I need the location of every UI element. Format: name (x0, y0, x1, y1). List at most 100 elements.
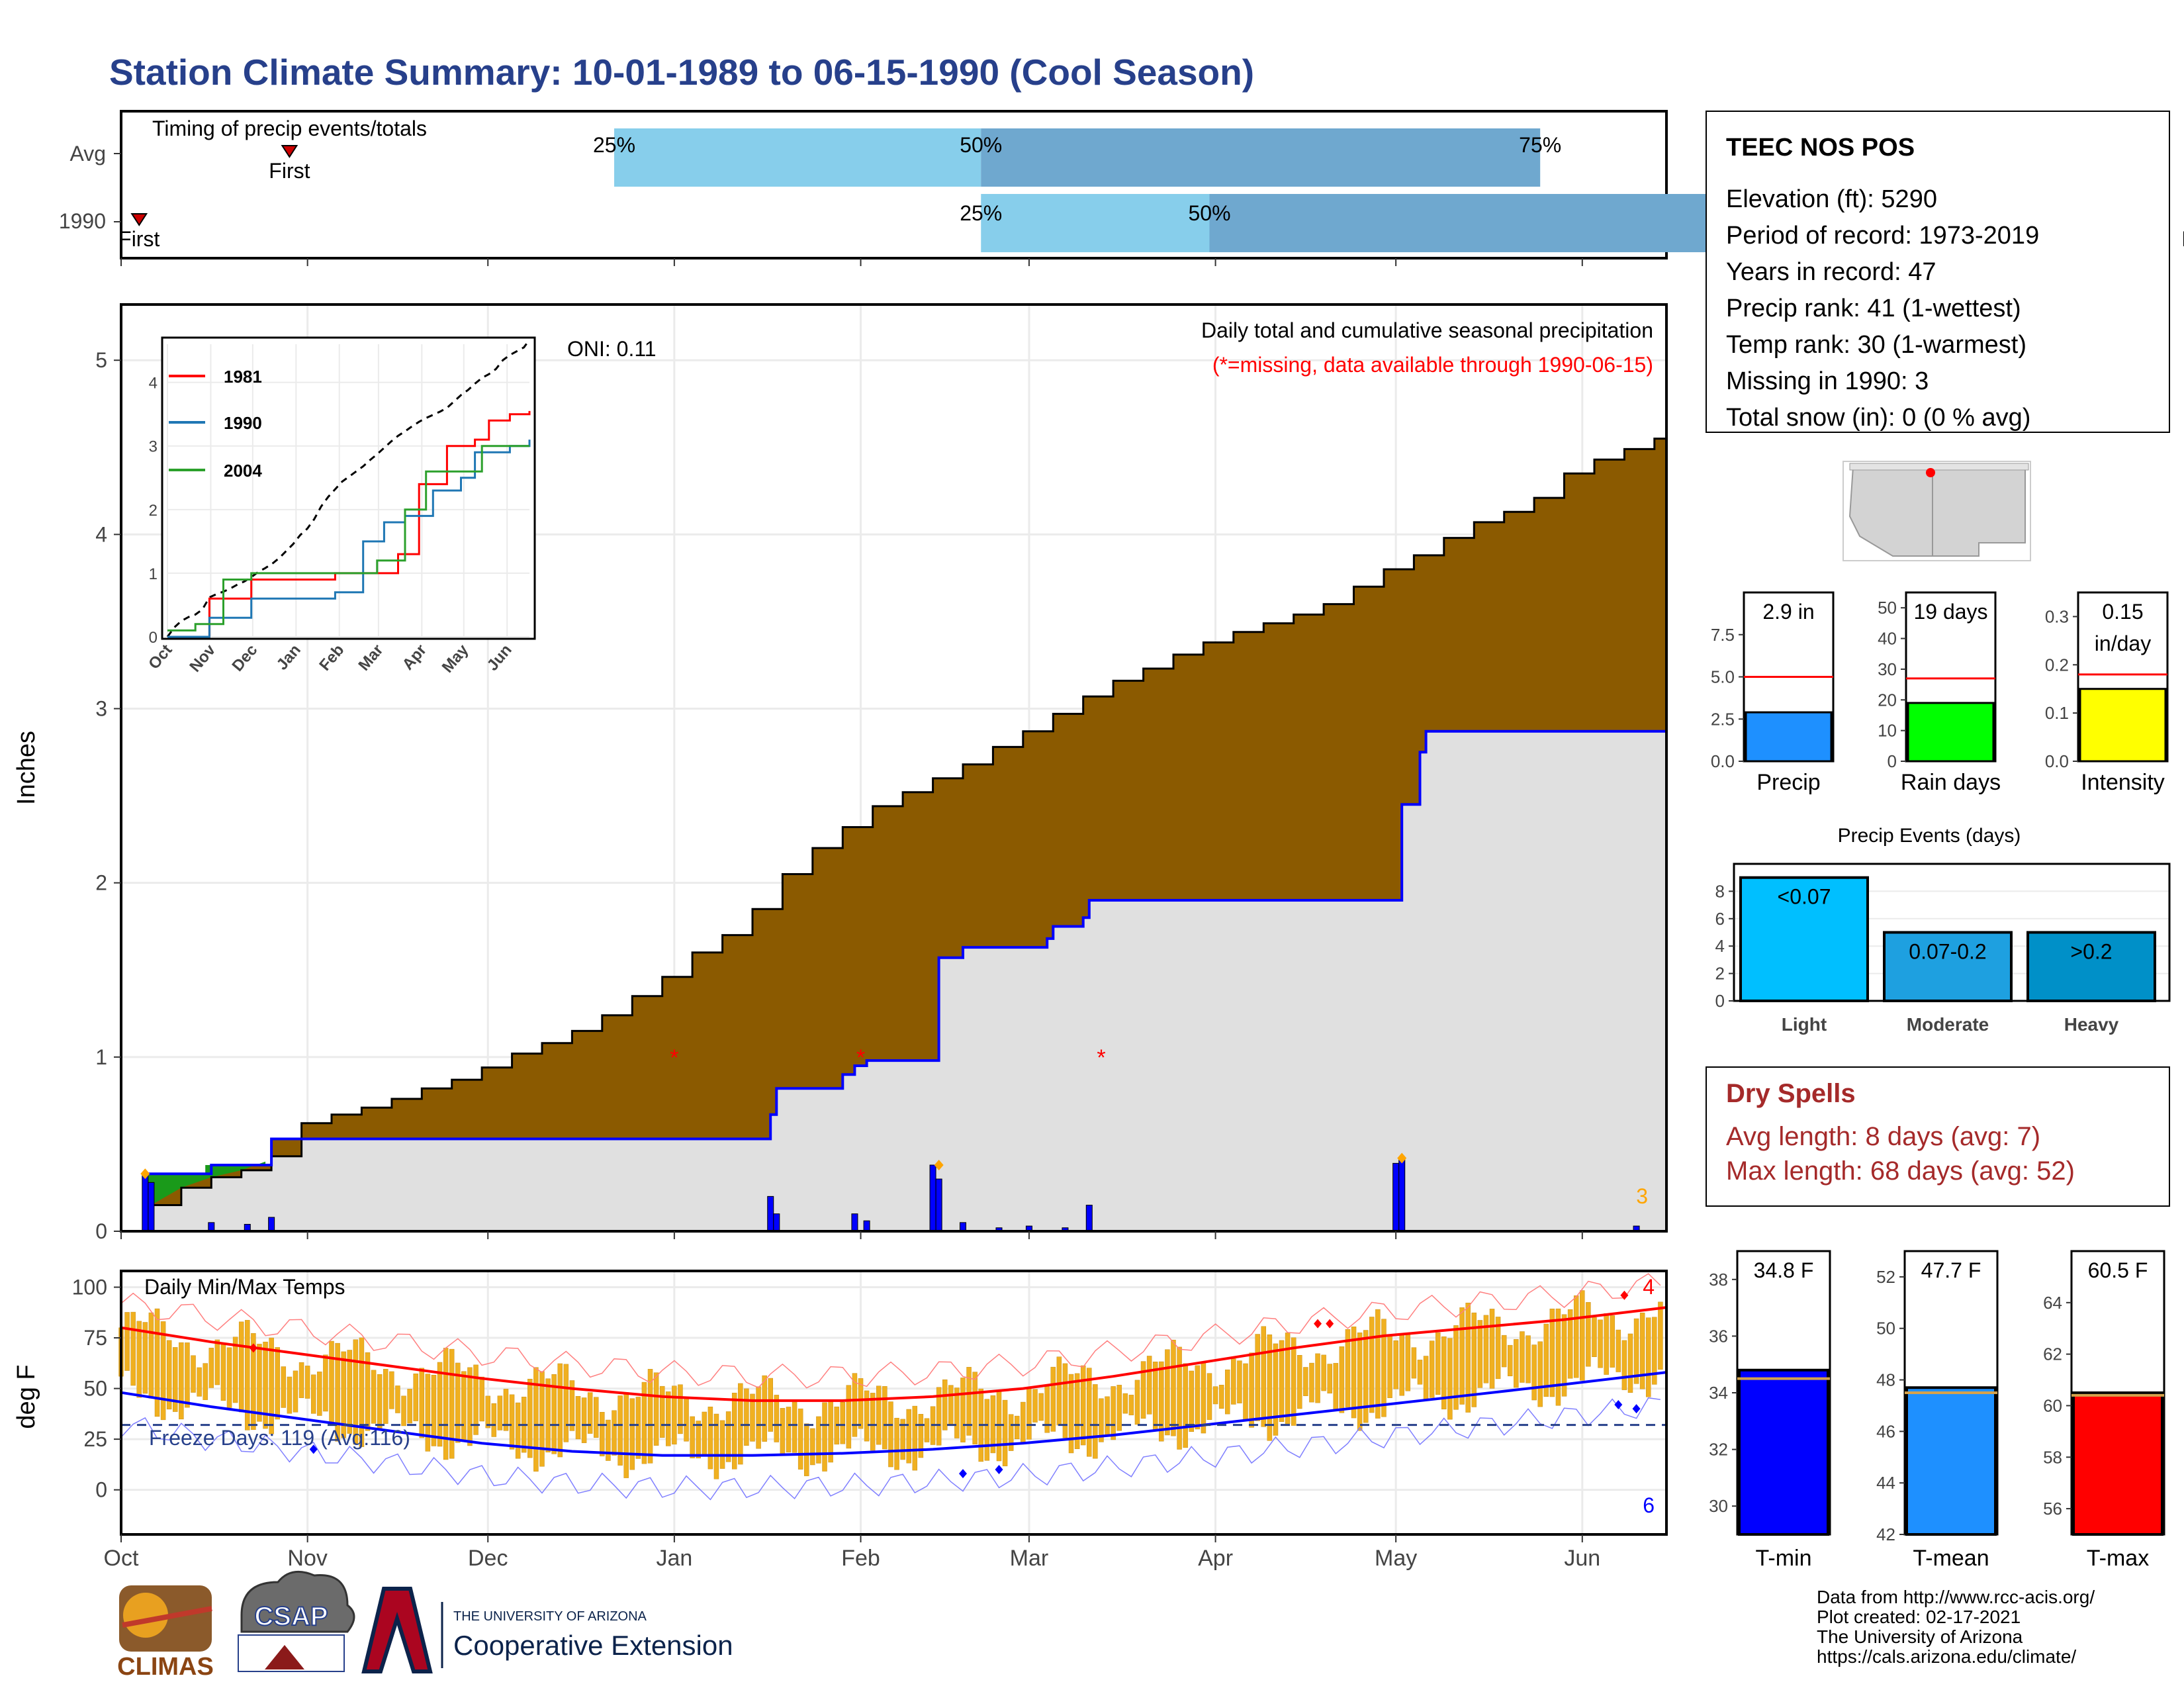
daily-precip-bar (1398, 1157, 1406, 1232)
daily-temp-bar (1627, 1333, 1633, 1393)
daily-temp-bar (569, 1380, 575, 1431)
daily-temp-bar (1363, 1330, 1369, 1423)
daily-temp-bar (407, 1389, 412, 1424)
temp-summary-bar-t-max (2072, 1391, 2163, 1536)
daily-temp-bar (1122, 1393, 1128, 1414)
daily-temp-bar (130, 1311, 136, 1386)
daily-temp-bar (1080, 1365, 1086, 1446)
daily-temp-bar (1351, 1327, 1357, 1419)
daily-temp-bar (1586, 1302, 1591, 1367)
daily-temp-bar (220, 1344, 226, 1401)
temp-summary-charts: 30 32 34 36 38 34.8 F T-min 42 44 46 48 50 52 47.7 F T… (1709, 1250, 2165, 1571)
summary-category-label: Precip (1756, 770, 1820, 795)
event-bar-label: <0.07 (1778, 885, 1831, 909)
footer-line-3: The University of Arizona (1817, 1626, 2023, 1647)
daily-temp-bar (371, 1370, 377, 1424)
daily-temp-bar (1327, 1364, 1332, 1394)
max-precip-marker (1397, 1152, 1407, 1164)
daily-temp-bar (1309, 1362, 1314, 1403)
daily-temp-bar (226, 1347, 232, 1408)
daily-temp-bar (497, 1395, 503, 1430)
daily-temp-bar (635, 1397, 641, 1459)
daily-temp-bar (185, 1342, 190, 1408)
daily-temp-bar (864, 1390, 870, 1442)
temp-summary-category-label: T-mean (1913, 1546, 1989, 1571)
daily-temp-bar (1243, 1363, 1248, 1421)
temp-summary-y-tick-label: 38 (1709, 1270, 1728, 1289)
daily-temp-bar (323, 1354, 328, 1412)
temp-y-tick-label: 100 (72, 1275, 107, 1299)
month-label: Jun (1564, 1546, 1600, 1571)
daily-temp-bar (1273, 1343, 1279, 1436)
daily-temp-bar (1514, 1339, 1519, 1388)
map-new-mexico (1932, 466, 2026, 557)
footer: CLIMAS CSAP THE UNIVERSITY OF ARIZONA Co… (117, 1570, 2095, 1681)
daily-temp-bar (1249, 1352, 1254, 1428)
csap-logo-text: CSAP (254, 1602, 328, 1631)
daily-temp-bar (395, 1385, 400, 1413)
summary-category-label: Intensity (2081, 770, 2165, 795)
daily-temp-bar (545, 1378, 551, 1453)
daily-temp-bar (1159, 1361, 1164, 1442)
daily-temp-bar (1477, 1320, 1483, 1388)
daily-temp-bar (1375, 1309, 1381, 1419)
daily-temp-bar (298, 1362, 304, 1398)
missing-day-marker: * (670, 1045, 678, 1070)
temp-summary-y-tick-label: 32 (1709, 1440, 1728, 1460)
daily-temp-bar (1008, 1414, 1014, 1451)
summary-y-tick-label: 30 (1878, 659, 1897, 679)
daily-temp-bar (1267, 1334, 1273, 1441)
daily-temp-bar (912, 1405, 918, 1471)
temp-record-marker (1314, 1319, 1322, 1329)
daily-temp-bar (467, 1367, 473, 1446)
missing-day-marker: * (1097, 1045, 1105, 1070)
daily-temp-bar (623, 1392, 629, 1478)
ua-logo: THE UNIVERSITY OF ARIZONA Cooperative Ex… (361, 1587, 733, 1673)
dry-spells-max: Max length: 68 days (avg: 52) (1726, 1156, 2075, 1186)
daily-temp-bar (491, 1403, 497, 1437)
timing-last-label: Last (2181, 227, 2184, 251)
temp-y-tick-label: 0 (95, 1478, 107, 1502)
daily-temp-bar (738, 1383, 743, 1465)
temp-y-tick-label: 25 (83, 1427, 107, 1451)
daily-temp-bar (304, 1366, 310, 1399)
daily-temp-bar (1093, 1384, 1098, 1459)
daily-temp-bar (606, 1419, 611, 1461)
daily-temp-bar (1134, 1380, 1140, 1425)
daily-temp-bar (1537, 1341, 1543, 1407)
daily-temp-bar (1206, 1373, 1212, 1420)
daily-temp-bar (317, 1372, 322, 1416)
daily-temp-bar (1645, 1317, 1651, 1397)
daily-temp-bar (1195, 1365, 1201, 1430)
temp-summary-category-label: T-min (1756, 1546, 1812, 1571)
temp-summary-y-tick-label: 36 (1709, 1326, 1728, 1346)
event-bar-label: >0.2 (2070, 940, 2112, 964)
daily-temp-bar (731, 1393, 737, 1470)
daily-temp-bar (515, 1402, 521, 1459)
summary-y-tick-label: 0.0 (1711, 751, 1735, 771)
summary-y-tick-label: 40 (1878, 629, 1897, 649)
daily-temp-bar (275, 1347, 280, 1420)
daily-temp-bar (1531, 1344, 1537, 1401)
daily-temp-bar (750, 1393, 755, 1442)
precip-events-title: Precip Events (days) (1838, 825, 2021, 847)
temp-summary-category-label: T-max (2087, 1546, 2149, 1571)
daily-temp-bar (1520, 1331, 1525, 1383)
daily-temp-bar (600, 1412, 605, 1456)
legend-1990: 1990 (224, 413, 262, 433)
month-label: Nov (287, 1546, 327, 1571)
timing-row-label-1990: 1990 (59, 209, 106, 233)
precip-y-tick-label: 1 (95, 1045, 107, 1069)
summary-value-label: in/day (2095, 632, 2151, 655)
daily-temp-bar (846, 1385, 852, 1449)
daily-temp-bar (1087, 1368, 1092, 1457)
daily-temp-bar (1543, 1323, 1549, 1397)
footer-line-1: Data from http://www.rcc-acis.org/ (1817, 1587, 2095, 1607)
temp-summary-value-label: 47.7 F (1921, 1258, 1981, 1282)
station-line-3: Years in record: 47 (1726, 258, 1936, 286)
event-bar-light (1739, 876, 1869, 1002)
summary-y-tick-label: 20 (1878, 690, 1897, 710)
daily-temp-bar (1495, 1317, 1501, 1380)
daily-temp-bar (972, 1372, 978, 1444)
daily-temp-bar (383, 1369, 388, 1424)
